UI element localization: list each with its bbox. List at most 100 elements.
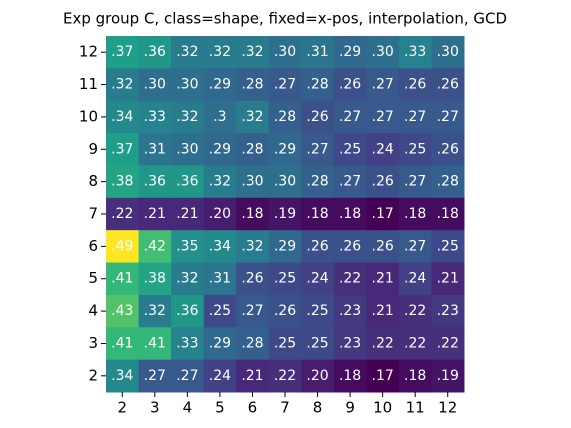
cell [138, 197, 172, 231]
cell [398, 68, 432, 102]
cell-label: .20 [306, 368, 328, 384]
cell-label: .27 [306, 141, 328, 157]
cell-label: .34 [111, 368, 133, 384]
cell-label: .18 [339, 368, 361, 384]
cell [301, 68, 335, 102]
cell-label: .26 [404, 77, 426, 93]
cell [366, 262, 400, 296]
x-tick-label: 12 [438, 399, 457, 417]
cell [333, 262, 367, 296]
cell [236, 68, 270, 102]
cell-label: .27 [404, 174, 426, 190]
cell-label: .32 [111, 77, 133, 93]
cell [301, 262, 335, 296]
x-tick-label: 5 [215, 399, 225, 417]
cell [431, 133, 465, 166]
cell-label: .21 [144, 206, 166, 222]
cell-label: .22 [404, 335, 426, 351]
cell-label: .23 [437, 303, 459, 319]
cell [203, 165, 237, 199]
cell-label: .41 [111, 335, 133, 351]
cell [431, 165, 465, 199]
cell-label: .25 [437, 238, 459, 254]
cell [333, 327, 367, 361]
cell [203, 100, 237, 134]
cell-label: .25 [274, 271, 296, 287]
cell [138, 262, 172, 296]
cell-label: .24 [209, 368, 231, 384]
cell [236, 262, 270, 296]
cell [236, 197, 270, 231]
cell-label: .29 [209, 141, 231, 157]
cell [398, 359, 432, 393]
cell-label: .32 [176, 44, 198, 60]
cell [138, 359, 172, 393]
cell-label: .30 [274, 44, 296, 60]
cell [398, 100, 432, 134]
cell [106, 100, 140, 134]
cell-label: .23 [339, 335, 361, 351]
cell [398, 197, 432, 231]
cell [431, 327, 465, 361]
cell-label: .30 [274, 174, 296, 190]
cell-label: .22 [404, 303, 426, 319]
cell-label: .30 [241, 174, 263, 190]
cell-label: .18 [339, 206, 361, 222]
cell-label: .38 [111, 174, 133, 190]
cell [301, 327, 335, 361]
cell [138, 165, 172, 199]
cell [333, 133, 367, 166]
cell [333, 230, 367, 264]
cell-label: .21 [372, 271, 394, 287]
cell-label: .27 [404, 238, 426, 254]
cell [431, 359, 465, 393]
cell [431, 230, 465, 264]
y-tick-label: 8 [88, 172, 98, 190]
cell-label: .34 [209, 238, 231, 254]
cell [138, 36, 172, 69]
cell [106, 68, 140, 102]
cell-label: .29 [274, 238, 296, 254]
cell-label: .49 [111, 238, 133, 254]
cell [171, 327, 205, 361]
cell-label: .21 [241, 368, 263, 384]
cell-label: .30 [176, 141, 198, 157]
cell [203, 68, 237, 102]
cell [398, 230, 432, 264]
cell-label: .3 [213, 109, 226, 125]
cell [236, 165, 270, 199]
cell [236, 100, 270, 134]
cell [171, 36, 205, 69]
cell [366, 165, 400, 199]
cell-label: .35 [176, 238, 198, 254]
cell [366, 230, 400, 264]
cell [301, 197, 335, 231]
cell [171, 230, 205, 264]
cell [171, 359, 205, 393]
cell-label: .25 [306, 335, 328, 351]
y-tick-label: 11 [79, 75, 98, 93]
cell-label: .32 [144, 303, 166, 319]
cell-label: .18 [306, 206, 328, 222]
cell [138, 133, 172, 166]
cell-label: .28 [241, 141, 263, 157]
cell [171, 197, 205, 231]
cell-label: .32 [176, 109, 198, 125]
y-tick-label: 3 [88, 334, 98, 352]
cell-label: .30 [372, 44, 394, 60]
x-tick-label: 3 [150, 399, 160, 417]
cell [301, 359, 335, 393]
cell-label: .43 [111, 303, 133, 319]
cell [366, 359, 400, 393]
x-tick-label: 7 [280, 399, 290, 417]
cell-label: .28 [274, 109, 296, 125]
cell [366, 294, 400, 328]
cell-label: .34 [111, 109, 133, 125]
cell [106, 165, 140, 199]
cell-label: .26 [437, 77, 459, 93]
cell [236, 36, 270, 69]
cell [333, 359, 367, 393]
cell [431, 262, 465, 296]
cell-label: .17 [372, 206, 394, 222]
cell [138, 327, 172, 361]
